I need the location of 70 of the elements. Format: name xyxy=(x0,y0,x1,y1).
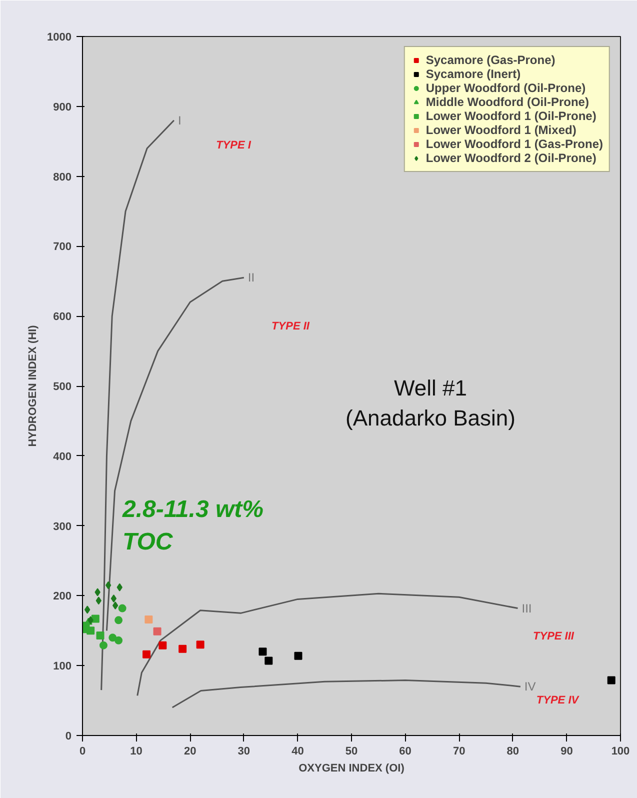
y-tick-label: 600 xyxy=(53,311,72,324)
x-tick-label: 20 xyxy=(184,746,196,758)
x-tick-label: 10 xyxy=(130,746,142,758)
x-tick-label: 50 xyxy=(345,746,358,758)
y-tick-label: 200 xyxy=(53,590,72,603)
point xyxy=(96,596,102,605)
point xyxy=(91,614,100,623)
x-tick-label: 80 xyxy=(506,746,520,758)
y-tick-label: 0 xyxy=(65,730,72,742)
annotation: TYPE III xyxy=(533,630,575,642)
point xyxy=(153,627,162,636)
point xyxy=(294,652,302,660)
x-tick-label: 90 xyxy=(560,746,573,758)
point xyxy=(114,616,123,624)
point xyxy=(108,634,117,642)
point xyxy=(105,581,112,590)
legend-label: Lower Woodford 1 (Oil-Prone) xyxy=(426,109,596,123)
annotation: TYPE II xyxy=(272,320,310,332)
y-tick-label: 900 xyxy=(53,101,72,114)
x-tick-label: 60 xyxy=(399,746,412,758)
point xyxy=(116,583,122,592)
legend-label: Sycamore (Inert) xyxy=(426,67,521,81)
point xyxy=(142,650,151,658)
point xyxy=(96,632,104,640)
x-tick-label: 0 xyxy=(79,746,86,758)
series-label: III xyxy=(522,601,532,616)
point xyxy=(94,588,100,596)
point xyxy=(196,640,204,649)
line-series xyxy=(136,592,518,696)
line-series xyxy=(172,680,522,708)
x-axis-title: OXYGEN INDEX (OI) xyxy=(298,762,405,774)
annotation: TYPE I xyxy=(216,140,252,152)
point xyxy=(144,615,153,624)
point xyxy=(178,644,187,653)
x-tick-label: 100 xyxy=(611,746,630,758)
legend-label: Middle Woodford (Oil-Prone) xyxy=(426,95,589,109)
point xyxy=(99,641,108,650)
point xyxy=(264,656,273,665)
point xyxy=(84,606,90,614)
y-tick-label: 300 xyxy=(53,520,72,533)
legend-label: Lower Woodford 1 (Mixed) xyxy=(426,123,576,137)
point xyxy=(607,676,616,684)
point xyxy=(86,626,95,635)
y-tick-label: 400 xyxy=(53,450,72,463)
point xyxy=(114,636,123,644)
point xyxy=(118,604,126,612)
legend-label: Sycamore (Gas-Prone) xyxy=(426,53,556,67)
y-tick-label: 700 xyxy=(53,241,72,254)
y-tick-label: 100 xyxy=(53,660,72,673)
legend-label: Upper Woodford (Oil-Prone) xyxy=(426,81,586,95)
x-tick-label: 40 xyxy=(292,746,304,758)
point xyxy=(110,594,117,602)
series-label: II xyxy=(248,270,255,285)
y-tick-label: 1000 xyxy=(47,32,72,44)
y-tick-label: 500 xyxy=(53,381,72,393)
text: Well #1 (Anadarko Basin) xyxy=(346,376,516,430)
x-tick-label: 70 xyxy=(452,746,466,758)
series-label: I xyxy=(178,113,182,128)
annotation: 2.8-11.3 wt% TOC xyxy=(122,496,264,556)
y-tick-label: 800 xyxy=(53,171,72,184)
x-tick-label: 30 xyxy=(238,746,250,758)
annotation: TYPE IV xyxy=(536,694,580,706)
point xyxy=(158,641,167,650)
y-axis-title: HYDROGEN INDEX (HI) xyxy=(27,324,40,447)
point xyxy=(258,648,267,656)
legend-label: Lower Woodford 2 (Oil-Prone) xyxy=(426,151,596,165)
legend-label: Lower Woodford 1 (Gas-Prone) xyxy=(426,137,603,151)
point xyxy=(88,616,94,624)
point xyxy=(112,601,118,610)
series-label: IV xyxy=(524,680,536,694)
